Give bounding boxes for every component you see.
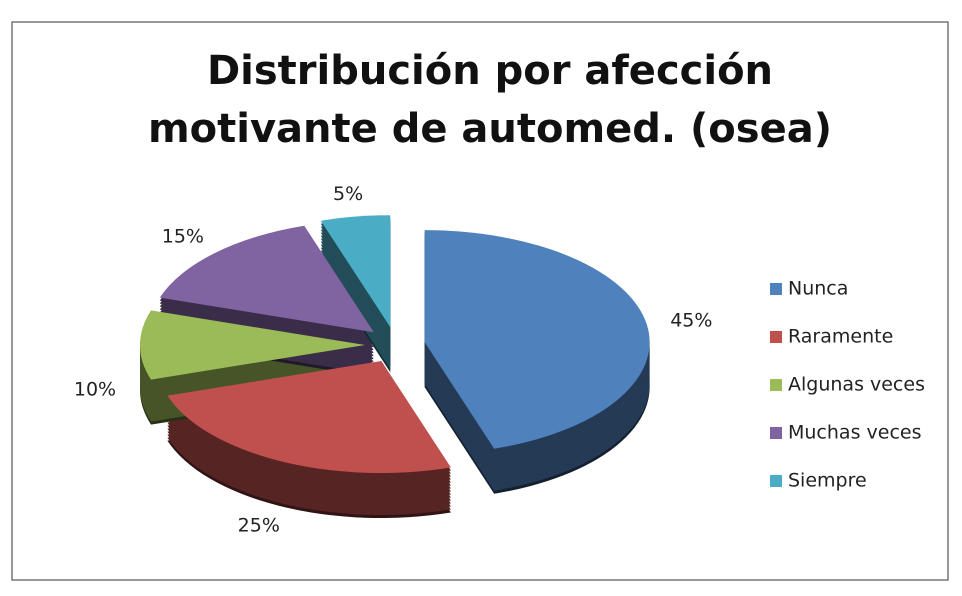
legend-swatch — [770, 475, 782, 487]
data-label: 45% — [670, 310, 712, 332]
legend-swatch — [770, 427, 782, 439]
legend-label: Muchas veces — [788, 422, 921, 444]
legend-swatch — [770, 331, 782, 343]
legend-swatch — [770, 283, 782, 295]
slice — [320, 215, 391, 328]
slice — [139, 310, 365, 380]
slice — [167, 361, 451, 474]
legend-label: Algunas veces — [788, 374, 925, 396]
data-label: 15% — [162, 226, 204, 248]
data-label: 5% — [333, 183, 363, 205]
legend-label: Nunca — [788, 278, 848, 300]
slice — [424, 230, 650, 449]
legend-swatch — [770, 379, 782, 391]
legend-label: Raramente — [788, 326, 893, 348]
data-label: 10% — [74, 379, 116, 401]
data-label: 25% — [238, 514, 280, 536]
legend-label: Siempre — [788, 470, 867, 492]
chart-title: Distribución por afección motivante de a… — [147, 48, 832, 152]
slice — [159, 225, 374, 333]
